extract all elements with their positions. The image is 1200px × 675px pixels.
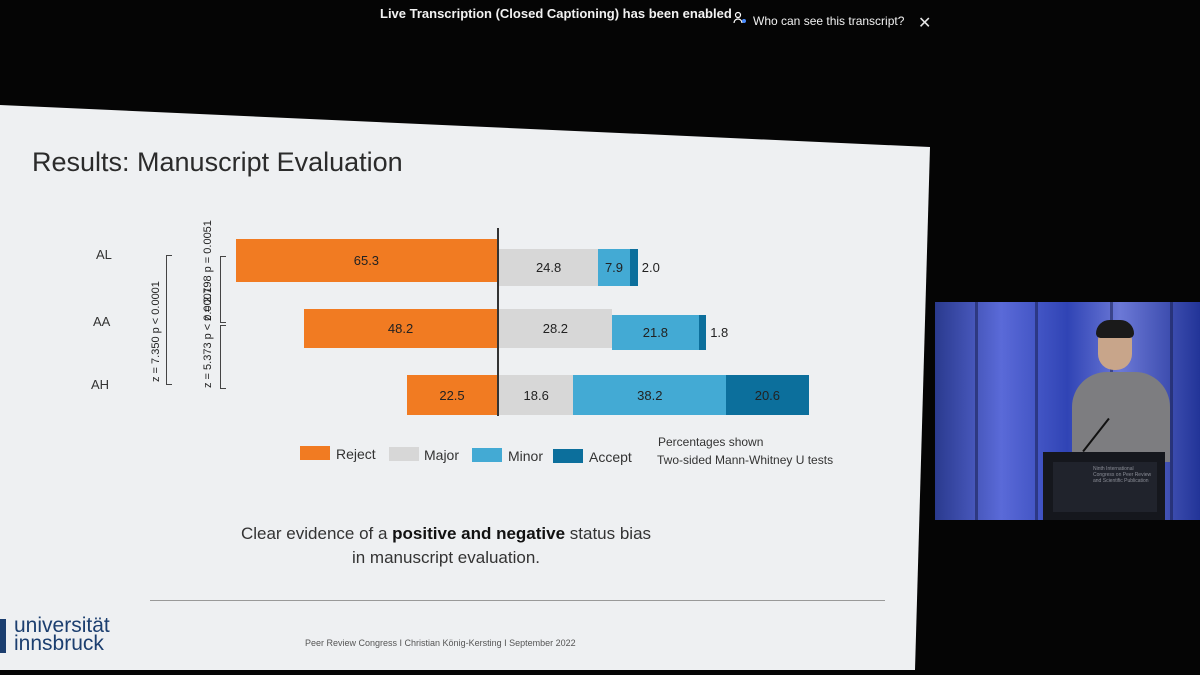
bracket-al-ah [166,255,172,385]
bar-aa-reject: 48.2 [304,309,497,348]
legend-swatch-reject [300,446,330,460]
logo-line2: innsbruck [14,632,104,655]
bar-ah-accept: 20.6 [726,375,809,415]
caption-status-text: Live Transcription (Closed Captioning) h… [380,6,732,21]
bar-aa-accept [699,315,707,350]
conclusion-bold: positive and negative [392,524,566,543]
conclusion-line2: in manuscript evaluation. [351,548,541,567]
slide-conclusion: Clear evidence of a positive and negativ… [236,522,656,570]
note-percentages: Percentages shown [658,435,764,449]
who-can-see-label: Who can see this transcript? [753,14,905,28]
who-can-see-transcript-link[interactable]: Who can see this transcript? [733,11,904,28]
note-mann-whitney: Two-sided Mann-Whitney U tests [657,453,834,467]
conclusion-part1: Clear evidence of a [240,524,393,543]
zero-axis-line [497,228,499,416]
bar-aa-major: 28.2 [499,309,612,348]
bar-aa-minor: 21.8 [611,315,699,350]
legend-label-major: Major [424,447,460,463]
curtain-fold [1035,302,1038,520]
legend-swatch-accept [553,449,583,463]
bar-ah-major: 18.6 [499,375,574,415]
curtain-fold [1170,302,1173,520]
logo-mark [0,619,6,653]
bar-ah-reject: 22.5 [407,375,497,415]
close-icon[interactable]: ✕ [918,13,932,32]
speaker-hair [1096,320,1134,338]
bar-al-reject: 65.3 [235,239,497,282]
slide-title: Results: Manuscript Evaluation [32,147,403,177]
speaker-video-feed: Ninth International Congress on Peer Rev… [935,302,1200,520]
stat-al-vs-ah: z = 7.350 p < 0.0001 [150,281,162,382]
legend-label-accept: Accept [589,449,632,465]
people-icon [733,11,747,28]
bar-al-accept [629,249,638,286]
slide-footer: Peer Review Congress I Christian König-K… [305,638,576,648]
logo-line1: universität [14,614,110,637]
bracket-aa-ah [220,325,226,389]
podium-sign: Ninth International Congress on Peer Rev… [1053,462,1157,512]
category-label-aa: AA [93,314,111,329]
bar-al-major: 24.8 [499,249,599,286]
speaker-body [1072,372,1170,462]
bracket-al-aa [220,256,226,323]
legend-label-reject: Reject [336,446,376,462]
legend-swatch-major [389,447,419,461]
value-label-aa-accept: 1.8 [710,325,729,340]
category-label-ah: AH [91,377,110,392]
category-label-al: AL [96,247,112,262]
legend-label-minor: Minor [508,448,544,464]
curtain-fold [975,302,978,520]
stat-aa-vs-ah: z = 5.373 p < 0.0001 [202,287,214,388]
legend-swatch-minor [472,448,502,462]
conclusion-part2: status bias [565,524,652,543]
value-label-al-accept: 2.0 [641,260,660,275]
bar-ah-minor: 38.2 [573,375,727,415]
caption-bar: Live Transcription (Closed Captioning) h… [0,0,1200,48]
bar-al-minor: 7.9 [598,249,630,286]
footer-divider [150,600,885,601]
